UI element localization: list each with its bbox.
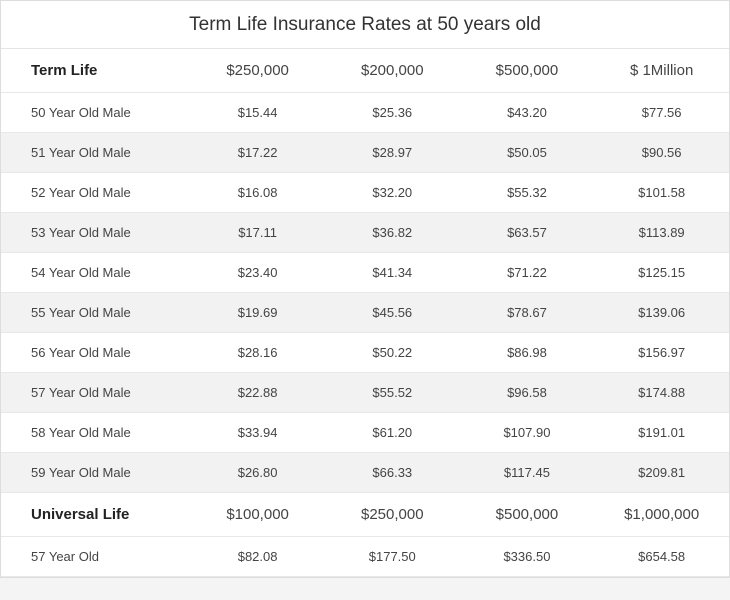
term-life-body: 50 Year Old Male $15.44 $25.36 $43.20 $7… (1, 93, 729, 493)
rate-cell: $61.20 (325, 413, 460, 453)
row-label: 53 Year Old Male (1, 213, 190, 253)
rate-cell: $107.90 (460, 413, 595, 453)
column-header: $250,000 (325, 493, 460, 537)
rate-cell: $50.22 (325, 333, 460, 373)
column-header: $ 1Million (594, 49, 729, 93)
rate-cell: $23.40 (190, 253, 325, 293)
rate-cell: $17.11 (190, 213, 325, 253)
rate-cell: $55.52 (325, 373, 460, 413)
table-row: 56 Year Old Male $28.16 $50.22 $86.98 $1… (1, 333, 729, 373)
rate-cell: $90.56 (594, 133, 729, 173)
row-label: 58 Year Old Male (1, 413, 190, 453)
rate-cell: $17.22 (190, 133, 325, 173)
row-label: 56 Year Old Male (1, 333, 190, 373)
section-label: Universal Life (1, 493, 190, 537)
table-row: 55 Year Old Male $19.69 $45.56 $78.67 $1… (1, 293, 729, 333)
rate-cell: $82.08 (190, 537, 325, 577)
rate-cell: $28.97 (325, 133, 460, 173)
rate-cell: $16.08 (190, 173, 325, 213)
rates-table-container: Term Life Insurance Rates at 50 years ol… (0, 0, 730, 578)
column-header: $250,000 (190, 49, 325, 93)
rate-cell: $25.36 (325, 93, 460, 133)
rate-cell: $43.20 (460, 93, 595, 133)
table-row: 57 Year Old $82.08 $177.50 $336.50 $654.… (1, 537, 729, 577)
rate-cell: $174.88 (594, 373, 729, 413)
column-header: $500,000 (460, 493, 595, 537)
row-label: 54 Year Old Male (1, 253, 190, 293)
rate-cell: $117.45 (460, 453, 595, 493)
rate-cell: $19.69 (190, 293, 325, 333)
row-label: 59 Year Old Male (1, 453, 190, 493)
rate-cell: $26.80 (190, 453, 325, 493)
row-label: 50 Year Old Male (1, 93, 190, 133)
rate-cell: $33.94 (190, 413, 325, 453)
rates-table: Term Life $250,000 $200,000 $500,000 $ 1… (1, 49, 729, 577)
column-header: $200,000 (325, 49, 460, 93)
rate-cell: $96.58 (460, 373, 595, 413)
rate-cell: $28.16 (190, 333, 325, 373)
universal-life-body: 57 Year Old $82.08 $177.50 $336.50 $654.… (1, 537, 729, 577)
table-row: 54 Year Old Male $23.40 $41.34 $71.22 $1… (1, 253, 729, 293)
section-header-universal-life: Universal Life $100,000 $250,000 $500,00… (1, 493, 729, 537)
rate-cell: $101.58 (594, 173, 729, 213)
column-header: $1,000,000 (594, 493, 729, 537)
rate-cell: $15.44 (190, 93, 325, 133)
section-header-term-life: Term Life $250,000 $200,000 $500,000 $ 1… (1, 49, 729, 93)
rate-cell: $156.97 (594, 333, 729, 373)
rate-cell: $22.88 (190, 373, 325, 413)
rate-cell: $45.56 (325, 293, 460, 333)
rate-cell: $191.01 (594, 413, 729, 453)
column-header: $100,000 (190, 493, 325, 537)
rate-cell: $113.89 (594, 213, 729, 253)
table-row: 52 Year Old Male $16.08 $32.20 $55.32 $1… (1, 173, 729, 213)
rate-cell: $36.82 (325, 213, 460, 253)
rate-cell: $336.50 (460, 537, 595, 577)
rate-cell: $209.81 (594, 453, 729, 493)
rate-cell: $71.22 (460, 253, 595, 293)
rate-cell: $78.67 (460, 293, 595, 333)
rate-cell: $50.05 (460, 133, 595, 173)
rate-cell: $55.32 (460, 173, 595, 213)
rate-cell: $32.20 (325, 173, 460, 213)
rate-cell: $63.57 (460, 213, 595, 253)
table-row: 59 Year Old Male $26.80 $66.33 $117.45 $… (1, 453, 729, 493)
table-row: 53 Year Old Male $17.11 $36.82 $63.57 $1… (1, 213, 729, 253)
rate-cell: $177.50 (325, 537, 460, 577)
rate-cell: $66.33 (325, 453, 460, 493)
row-label: 52 Year Old Male (1, 173, 190, 213)
rate-cell: $86.98 (460, 333, 595, 373)
row-label: 57 Year Old Male (1, 373, 190, 413)
rate-cell: $139.06 (594, 293, 729, 333)
column-header: $500,000 (460, 49, 595, 93)
rate-cell: $41.34 (325, 253, 460, 293)
rate-cell: $654.58 (594, 537, 729, 577)
table-row: 57 Year Old Male $22.88 $55.52 $96.58 $1… (1, 373, 729, 413)
page-title: Term Life Insurance Rates at 50 years ol… (1, 1, 729, 49)
row-label: 55 Year Old Male (1, 293, 190, 333)
section-label: Term Life (1, 49, 190, 93)
rate-cell: $125.15 (594, 253, 729, 293)
row-label: 51 Year Old Male (1, 133, 190, 173)
rate-cell: $77.56 (594, 93, 729, 133)
table-row: 50 Year Old Male $15.44 $25.36 $43.20 $7… (1, 93, 729, 133)
row-label: 57 Year Old (1, 537, 190, 577)
table-row: 58 Year Old Male $33.94 $61.20 $107.90 $… (1, 413, 729, 453)
table-row: 51 Year Old Male $17.22 $28.97 $50.05 $9… (1, 133, 729, 173)
